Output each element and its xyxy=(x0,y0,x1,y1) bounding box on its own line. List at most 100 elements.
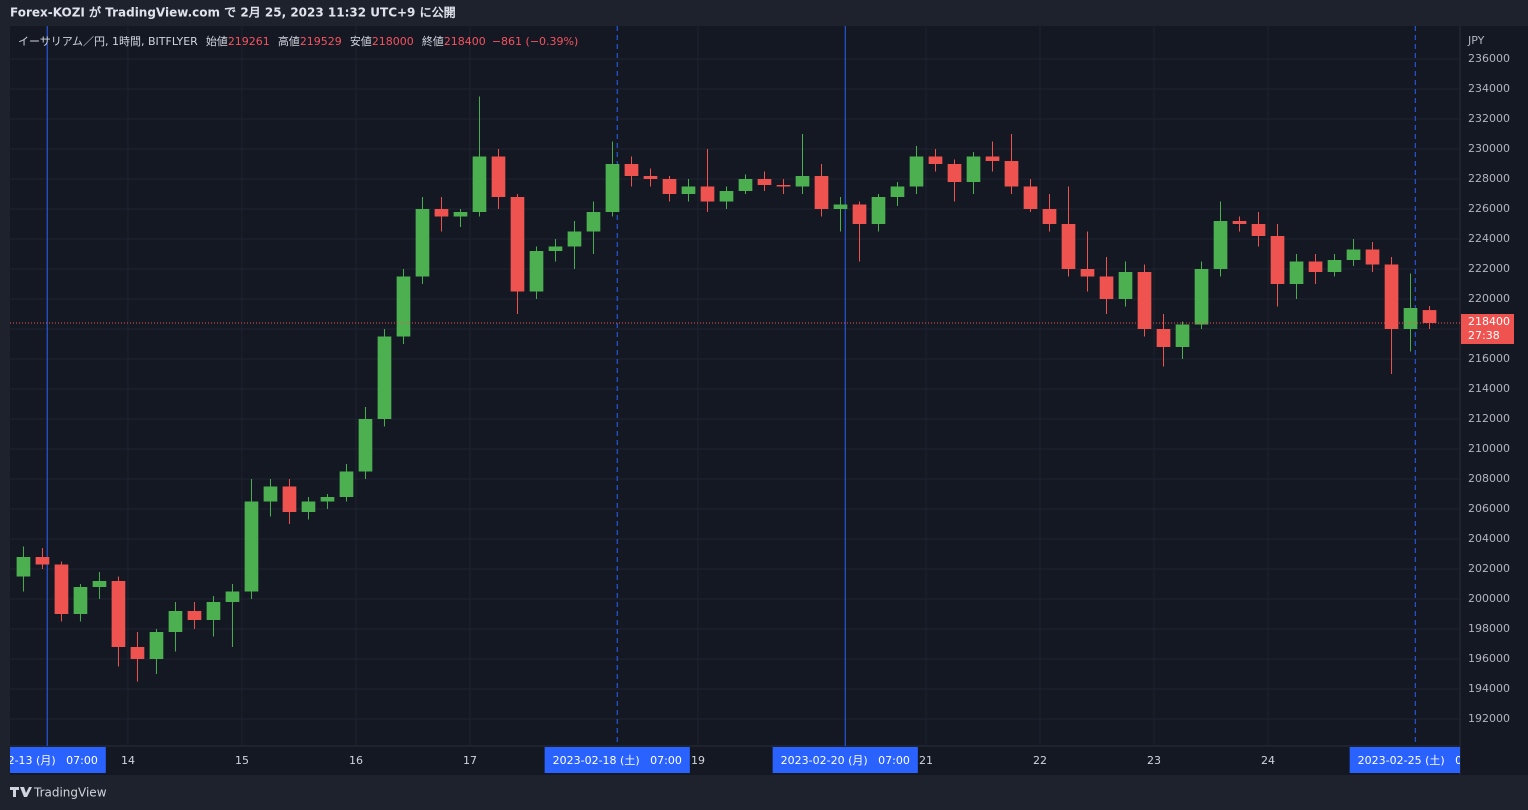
y-tick-label: 236000 xyxy=(1468,52,1510,65)
candle-body xyxy=(434,209,449,217)
legend-item: 218000 xyxy=(372,35,414,48)
candle-body xyxy=(738,179,753,191)
candle-body xyxy=(966,156,981,182)
y-tick-label: 228000 xyxy=(1468,172,1510,185)
candle-body xyxy=(700,186,715,202)
candle-body xyxy=(320,497,335,502)
candle-body xyxy=(833,204,848,209)
legend-item: −861 (−0.39%) xyxy=(492,35,578,48)
candle-body xyxy=(472,156,487,212)
candle-body xyxy=(586,212,601,232)
candle-body xyxy=(16,557,31,577)
legend-item: 219529 xyxy=(300,35,342,48)
marker-label: 2023-02-20 (月) 07:00 xyxy=(772,747,918,773)
marker-label-bg xyxy=(544,747,690,773)
price-axis-bg xyxy=(1460,26,1528,775)
candle-body xyxy=(1251,224,1266,236)
marker-label: 2023-02-25 (土) 07: xyxy=(1349,747,1460,773)
header-title: Forex-KOZI が TradingView.com で 2月 25, 20… xyxy=(10,5,456,20)
candle-body xyxy=(187,611,202,620)
candle-body xyxy=(35,557,50,565)
candle-body xyxy=(1156,329,1171,347)
y-unit: JPY xyxy=(1467,34,1485,47)
candle-body xyxy=(852,204,867,224)
candle-body xyxy=(510,197,525,292)
y-tick-label: 216000 xyxy=(1468,352,1510,365)
x-tick-label: 23 xyxy=(1147,754,1161,767)
x-tick-label: 22 xyxy=(1033,754,1047,767)
candle-body xyxy=(377,336,392,419)
candle-body xyxy=(909,156,924,187)
candle-body xyxy=(415,209,430,277)
candle-body xyxy=(643,176,658,179)
candle-body xyxy=(1270,236,1285,284)
x-tick-label: 14 xyxy=(121,754,135,767)
candle-body xyxy=(1137,272,1152,329)
candle-body xyxy=(1403,308,1418,329)
candle-body xyxy=(719,191,734,202)
y-tick-label: 198000 xyxy=(1468,622,1510,635)
candle-body xyxy=(149,632,164,659)
candle-body xyxy=(1042,209,1057,224)
candle-body xyxy=(814,176,829,209)
candle-body xyxy=(1061,224,1076,269)
y-tick-label: 224000 xyxy=(1468,232,1510,245)
candle-body xyxy=(985,156,1000,161)
candle-body xyxy=(605,164,620,212)
candle-body xyxy=(1118,272,1133,299)
candle-body xyxy=(1308,261,1323,272)
x-tick-label: 21 xyxy=(919,754,933,767)
brand-logo xyxy=(10,787,32,797)
candle-body xyxy=(130,647,145,659)
y-tick-label: 192000 xyxy=(1468,712,1510,725)
candle-body xyxy=(1422,310,1437,323)
marker-label-text: 2023-02-20 (月) 07:00 xyxy=(781,754,910,767)
legend-item: 219261 xyxy=(228,35,270,48)
candle-body xyxy=(168,611,183,632)
legend-item: 終値 xyxy=(422,34,444,48)
candle-body xyxy=(567,231,582,247)
x-tick-label: 17 xyxy=(463,754,477,767)
y-tick-label: 210000 xyxy=(1468,442,1510,455)
candle-body xyxy=(339,471,354,497)
marker-label-bg xyxy=(1349,747,1460,773)
candle-body xyxy=(795,176,810,187)
legend-item: 安値 xyxy=(350,34,372,48)
y-tick-label: 206000 xyxy=(1468,502,1510,515)
brand: TradingView xyxy=(33,786,107,800)
x-tick-label: 16 xyxy=(349,754,363,767)
y-tick-label: 208000 xyxy=(1468,472,1510,485)
time-axis-bg xyxy=(10,746,1460,775)
y-tick-label: 214000 xyxy=(1468,382,1510,395)
candle-body xyxy=(1080,269,1095,277)
candle-body xyxy=(206,602,221,620)
candle-body xyxy=(282,486,297,512)
candle-body xyxy=(1099,276,1114,299)
last-price-box xyxy=(1461,314,1514,344)
candle-body xyxy=(244,501,259,592)
marker-label-text: 2023-02-18 (土) 07:00 xyxy=(553,754,682,767)
candle-body xyxy=(1384,264,1399,329)
y-tick-label: 220000 xyxy=(1468,292,1510,305)
candle-body xyxy=(947,164,962,182)
legend-item: 218400 xyxy=(444,35,486,48)
candle-body xyxy=(263,486,278,502)
candle-body xyxy=(1023,186,1038,209)
candle-body xyxy=(681,186,696,194)
candle-body xyxy=(890,186,905,197)
x-tick-label: 24 xyxy=(1261,754,1275,767)
marker-label-bg xyxy=(772,747,918,773)
candle-body xyxy=(529,251,544,292)
plot-bg xyxy=(10,26,1460,746)
legend-item: イーサリアム／円, 1時間, BITFLYER xyxy=(18,35,198,48)
candle-body xyxy=(358,419,373,472)
marker-label: -02-13 (月) 07:00 xyxy=(10,747,106,773)
candle-body xyxy=(928,156,943,164)
y-tick-label: 234000 xyxy=(1468,82,1510,95)
candle-body xyxy=(54,564,69,614)
y-tick-label: 196000 xyxy=(1468,652,1510,665)
candle-body xyxy=(73,587,88,614)
candle-body xyxy=(1232,221,1247,224)
candle-body xyxy=(1365,249,1380,265)
